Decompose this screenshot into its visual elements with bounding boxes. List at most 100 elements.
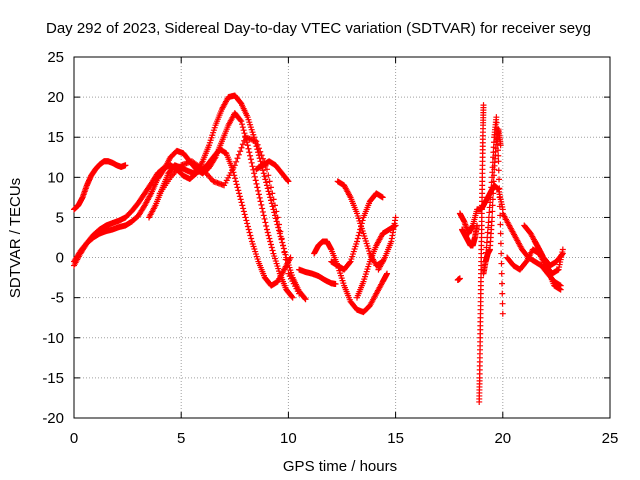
data-point bbox=[495, 158, 502, 165]
data-point bbox=[261, 173, 268, 180]
series-seg1 bbox=[71, 92, 309, 303]
data-point bbox=[499, 310, 506, 317]
data-point bbox=[559, 251, 566, 258]
data-point bbox=[487, 199, 494, 206]
x-tick-label: 0 bbox=[70, 430, 78, 447]
x-axis-label: GPS time / hours bbox=[283, 458, 397, 475]
data-point bbox=[246, 149, 253, 156]
data-point bbox=[379, 194, 386, 201]
data-point bbox=[234, 184, 241, 191]
data-point bbox=[493, 119, 500, 126]
data-point bbox=[281, 249, 288, 256]
axis-ticks: 0 5 10 15 20 25 -20 -15 -10 -5 0 5 10 15 20 25 bbox=[42, 49, 618, 447]
data-point bbox=[485, 219, 492, 226]
y-tick-label: 0 bbox=[56, 250, 64, 267]
data-point bbox=[268, 244, 275, 251]
data-point bbox=[484, 229, 491, 236]
data-point bbox=[497, 240, 504, 247]
data-point bbox=[245, 145, 252, 152]
data-point bbox=[249, 163, 256, 170]
data-point bbox=[258, 201, 265, 208]
data-point bbox=[237, 196, 244, 203]
data-point bbox=[243, 217, 250, 224]
data-point bbox=[270, 196, 277, 203]
data-point bbox=[235, 187, 242, 194]
data-point bbox=[259, 205, 266, 212]
data-point bbox=[288, 293, 295, 300]
y-tick-label: -5 bbox=[51, 290, 64, 307]
data-point bbox=[495, 167, 502, 174]
data-point bbox=[241, 130, 248, 137]
data-point bbox=[232, 178, 239, 185]
data-point bbox=[490, 172, 497, 179]
data-point bbox=[251, 173, 258, 180]
data-point bbox=[354, 238, 361, 245]
data-point bbox=[498, 270, 505, 277]
data-point bbox=[259, 208, 266, 215]
series-seg12 bbox=[375, 214, 399, 273]
data-point bbox=[559, 250, 566, 257]
data-point bbox=[356, 229, 363, 236]
data-point bbox=[261, 215, 268, 222]
data-point bbox=[273, 208, 280, 215]
data-point bbox=[498, 280, 505, 287]
data-point bbox=[267, 238, 274, 245]
data-point bbox=[276, 221, 283, 228]
data-point bbox=[493, 114, 500, 121]
data-point bbox=[480, 102, 487, 109]
series-seg5 bbox=[156, 134, 303, 297]
data-point bbox=[122, 162, 129, 169]
data-point bbox=[296, 290, 303, 297]
data-point bbox=[268, 200, 275, 207]
data-point bbox=[497, 142, 504, 149]
data-point bbox=[284, 177, 291, 184]
data-point bbox=[263, 182, 270, 189]
data-point bbox=[247, 156, 254, 163]
data-point bbox=[276, 227, 283, 234]
data-point bbox=[258, 152, 265, 159]
data-point bbox=[269, 190, 276, 197]
data-point bbox=[245, 226, 252, 233]
data-point bbox=[384, 270, 391, 277]
data-point bbox=[266, 191, 273, 198]
data-point bbox=[231, 162, 238, 169]
data-point bbox=[255, 145, 262, 152]
data-point bbox=[241, 211, 248, 218]
data-point bbox=[259, 167, 266, 174]
data-point bbox=[474, 222, 481, 229]
data-point bbox=[498, 250, 505, 257]
data-point bbox=[240, 127, 247, 134]
data-point bbox=[233, 158, 240, 165]
data-point bbox=[282, 256, 289, 263]
data-point bbox=[301, 295, 308, 302]
data-point bbox=[235, 151, 242, 158]
data-point bbox=[257, 148, 264, 155]
data-point bbox=[260, 170, 267, 177]
data-point bbox=[237, 148, 244, 155]
data-point bbox=[265, 232, 272, 239]
data-point bbox=[240, 205, 247, 212]
data-point bbox=[266, 178, 273, 185]
data-point bbox=[237, 117, 244, 124]
x-tick-label: 20 bbox=[494, 430, 511, 447]
data-point bbox=[496, 194, 503, 201]
data-point bbox=[247, 152, 254, 159]
data-point bbox=[485, 224, 492, 231]
data-point bbox=[273, 218, 280, 225]
data-point bbox=[489, 202, 496, 209]
data-point bbox=[265, 172, 272, 179]
data-point bbox=[496, 203, 503, 210]
data-point bbox=[302, 296, 309, 303]
data-point bbox=[275, 224, 282, 231]
plot-frame bbox=[73, 56, 611, 419]
series-seg6 bbox=[253, 158, 292, 185]
data-point bbox=[263, 166, 270, 173]
data-point bbox=[240, 208, 247, 215]
chart-title: Day 292 of 2023, Sidereal Day-to-day VTE… bbox=[46, 20, 591, 37]
data-point bbox=[262, 176, 269, 183]
series-seg3 bbox=[71, 158, 129, 213]
data-point bbox=[489, 214, 496, 221]
data-point bbox=[260, 212, 267, 219]
data-series bbox=[71, 92, 566, 405]
data-point bbox=[238, 199, 245, 206]
